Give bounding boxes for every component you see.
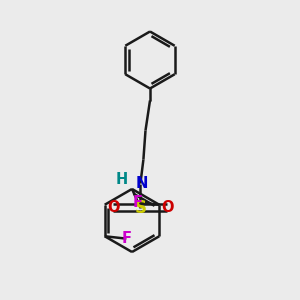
Text: H: H [116,172,128,188]
Text: F: F [133,195,143,210]
Text: S: S [134,199,146,217]
Text: O: O [161,200,174,215]
Text: O: O [107,200,120,215]
Text: F: F [121,231,131,246]
Text: N: N [136,176,148,191]
